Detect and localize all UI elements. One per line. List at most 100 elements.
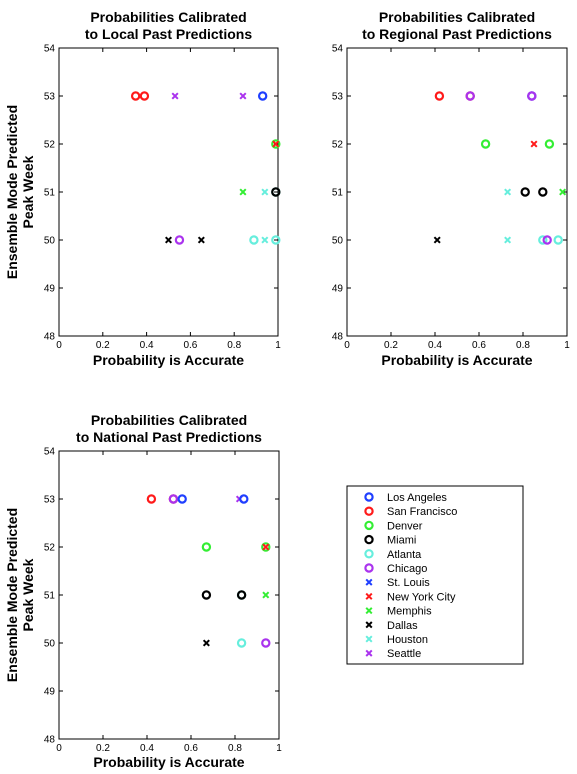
x-tick-label: 0.6 (472, 340, 486, 351)
y-tick-label: 50 (44, 236, 56, 247)
data-point-miami (538, 187, 548, 197)
legend-label: San Francisco (387, 506, 457, 518)
y-tick-label: 48 (44, 735, 56, 746)
x-tick-label: 0.2 (96, 340, 110, 351)
legend: Los Angeles San Francisco Denver Miami Atlan… (346, 485, 524, 665)
legend-label: Chicago (387, 563, 427, 575)
data-point-atlanta (553, 235, 563, 245)
y-tick-label: 53 (332, 92, 344, 103)
legend-item: St. Louis (365, 577, 430, 589)
data-point-memphis (262, 591, 270, 599)
legend-item: Miami (364, 534, 416, 547)
data-point-los-angeles (177, 494, 187, 504)
y-axis-label-line-1: Ensemble Mode Predicted (4, 105, 20, 279)
legend-item: Denver (364, 520, 423, 532)
data-point-chicago (542, 235, 552, 245)
legend-marker-san-francisco (364, 506, 374, 516)
data-point-dallas (197, 236, 205, 244)
legend-label: Miami (387, 535, 416, 547)
y-tick-label: 52 (44, 140, 56, 151)
chart-title-line-1: Probabilities Calibrated (90, 9, 246, 25)
y-tick-label: 53 (44, 92, 56, 103)
x-tick-label: 0.4 (428, 340, 442, 351)
data-point-miami (201, 590, 212, 600)
data-point-los-angeles (257, 91, 268, 101)
data-point-houston (261, 236, 269, 244)
data-point-dallas (433, 236, 441, 244)
x-tick-label: 0 (56, 743, 62, 754)
y-axis-label-line-2: Peak Week (20, 155, 36, 228)
x-tick-label: 0.8 (227, 340, 241, 351)
y-tick-label: 52 (44, 543, 56, 554)
x-tick-label: 0.6 (183, 340, 197, 351)
x-axis-label: Probability is Accurate (93, 352, 244, 368)
data-point-chicago (174, 235, 185, 245)
y-tick-label: 51 (44, 188, 56, 199)
legend-label: Seattle (387, 648, 421, 660)
y-tick-label: 49 (44, 284, 56, 295)
data-point-denver (261, 542, 271, 552)
data-point-denver (544, 139, 555, 149)
legend-label: Houston (387, 634, 428, 646)
legend-item: Chicago (364, 563, 427, 575)
legend-item: San Francisco (364, 506, 457, 518)
x-axis-label: Probability is Accurate (381, 352, 532, 368)
legend-label: St. Louis (387, 577, 430, 589)
legend-marker-st-louis (365, 578, 373, 586)
legend-marker-denver (364, 520, 374, 531)
plot-frame (58, 47, 279, 337)
legend-label: New York City (387, 591, 456, 603)
legend-marker-miami (364, 534, 374, 545)
legend-label: Denver (387, 520, 423, 532)
legend-marker-memphis (365, 607, 373, 615)
y-tick-label: 54 (44, 44, 56, 55)
data-point-atlanta (538, 235, 548, 245)
data-point-chicago (168, 494, 179, 504)
data-point-denver (201, 542, 212, 552)
legend-item: Los Angeles (364, 492, 447, 504)
x-tick-label: 0.2 (384, 340, 398, 351)
y-tick-label: 50 (332, 236, 344, 247)
x-tick-label: 1 (564, 340, 570, 351)
legend-marker-los-angeles (364, 492, 374, 502)
data-point-san-francisco (139, 91, 150, 101)
data-point-houston (261, 188, 269, 196)
data-point-houston (504, 236, 512, 244)
chart-title-line-2: to National Past Predictions (76, 429, 262, 445)
x-tick-label: 0.8 (228, 743, 242, 754)
data-point-memphis (559, 188, 567, 196)
chart-title-line-2: to Regional Past Predictions (362, 26, 552, 42)
y-tick-label: 52 (332, 140, 344, 151)
x-tick-label: 0 (344, 340, 350, 351)
chart-title-line-2: to Local Past Predictions (85, 26, 252, 42)
chart-title-line-1: Probabilities Calibrated (379, 9, 535, 25)
y-tick-label: 53 (44, 495, 56, 506)
x-tick-label: 1 (276, 743, 282, 754)
x-tick-label: 0.8 (516, 340, 530, 351)
data-point-miami (236, 590, 247, 600)
x-tick-label: 0.4 (140, 743, 154, 754)
data-point-dallas (202, 639, 210, 647)
y-tick-label: 49 (332, 284, 344, 295)
legend-marker-houston (365, 635, 373, 643)
y-tick-label: 48 (44, 332, 56, 343)
data-point-denver (480, 139, 491, 149)
x-tick-label: 0.6 (184, 743, 198, 754)
legend-item: Memphis (365, 606, 432, 618)
legend-label: Dallas (387, 620, 418, 632)
y-axis-label-line-1: Ensemble Mode Predicted (4, 508, 20, 682)
data-point-memphis (239, 188, 247, 196)
data-point-seattle (171, 92, 179, 100)
data-point-los-angeles (239, 494, 249, 504)
data-point-san-francisco (434, 91, 445, 101)
y-tick-label: 48 (332, 332, 344, 343)
legend-marker-atlanta (364, 549, 374, 559)
y-tick-label: 51 (332, 188, 344, 199)
legend-item: New York City (365, 591, 456, 603)
data-point-san-francisco (130, 91, 141, 101)
x-tick-label: 0 (56, 340, 62, 351)
data-point-chicago (261, 638, 271, 648)
data-point-dallas (164, 236, 173, 244)
data-point-atlanta (236, 638, 247, 648)
